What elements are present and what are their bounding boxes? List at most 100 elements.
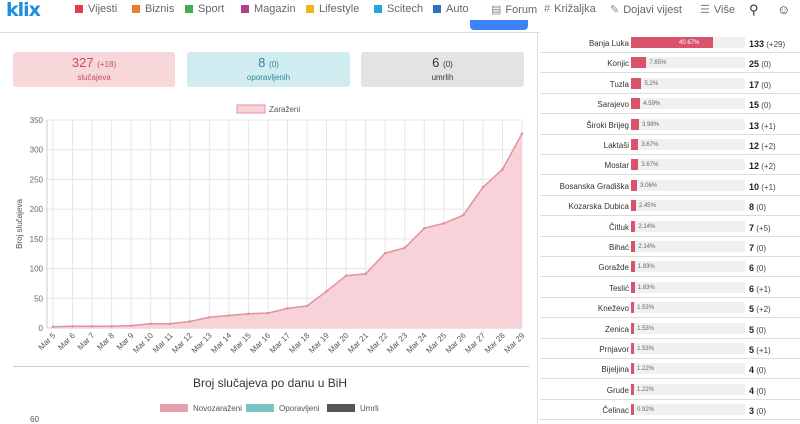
count-value: 6 [749, 283, 755, 294]
count-value: 25 [749, 59, 760, 70]
nav-color-marker [185, 5, 193, 13]
data-point [90, 324, 94, 328]
count-value: 17 [749, 79, 760, 90]
x-tick-label: Mar 17 [268, 331, 292, 355]
recovered-value: 8 [258, 55, 266, 70]
share-bar [631, 57, 647, 69]
case-count: 6 (0) [749, 263, 766, 273]
share-bar [631, 343, 635, 354]
legend-deaths[interactable]: Umrli [327, 403, 379, 413]
share-bar [631, 383, 634, 395]
nav-extra-2[interactable]: ✎ Dojavi vijest [610, 3, 682, 17]
count-delta: (0) [754, 366, 767, 376]
count-value: 133 [749, 39, 765, 49]
user-icon[interactable]: ☺ [777, 2, 791, 17]
share-bar [631, 200, 636, 212]
x-tick-label: Mar 21 [346, 331, 370, 355]
case-count: 3 (0) [749, 406, 766, 416]
nav-item-biznis[interactable]: Biznis [132, 3, 174, 15]
x-tick-label: Mar 8 [95, 331, 116, 352]
count-delta: (0) [754, 386, 767, 396]
x-tick-label: Mar 7 [76, 331, 97, 352]
nav-item-scitech[interactable]: Scitech [374, 3, 423, 15]
count-delta: (0) [759, 60, 772, 70]
count-value: 6 [749, 263, 755, 274]
data-point [501, 168, 504, 171]
share-percent: 4.59% [643, 101, 661, 108]
x-tick-label: Mar 26 [444, 331, 468, 355]
count-value: 8 [749, 202, 755, 213]
klix-logo[interactable]: klix [6, 0, 41, 21]
forum-icon: ▤ [491, 4, 502, 16]
legend-recovered[interactable]: Oporavljeni [246, 403, 319, 413]
share-percent: 1.53% [637, 346, 655, 352]
stat-cases: 327 (+18) slučajeva [13, 52, 175, 87]
share-percent: 7.65% [649, 60, 667, 67]
case-count: 15 (0) [749, 100, 771, 110]
case-count: 13 (+1) [749, 121, 776, 131]
nav-extra-3[interactable]: ☰ Više [700, 3, 735, 17]
nav-extra-0[interactable]: ▤ Forum [491, 3, 537, 17]
count-delta: (+2) [759, 142, 776, 151]
nav-item-auto[interactable]: Auto [433, 3, 469, 15]
count-delta: (0) [754, 203, 767, 213]
share-percent: 2.14% [638, 223, 656, 230]
nav-item-label: Lifestyle [319, 3, 360, 15]
legend-swatch [236, 104, 266, 114]
data-point [110, 324, 113, 328]
nav-item-magazin[interactable]: Magazin [241, 3, 296, 15]
legend-new-cases[interactable]: Novozaraženi [160, 403, 242, 413]
share-percent: 1.53% [637, 325, 655, 332]
y-tick-label: 300 [30, 146, 44, 155]
table-row: Bihać 2.14% 7 (0) [540, 237, 800, 257]
table-row: Sarajevo 4.59% 15 (0) [540, 94, 800, 115]
table-row: Bosanska Gradiška 3.06% 10 (+1) [540, 176, 800, 196]
nav-item-sport[interactable]: Sport [185, 3, 224, 15]
data-point [305, 304, 309, 308]
case-count: 6 (+1) [749, 284, 771, 294]
share-bar [631, 159, 639, 171]
y-axis-label: Broj slučajeva [15, 199, 24, 249]
city-name: Kozarska Dubica [568, 202, 629, 212]
legend-label: Umrli [360, 403, 379, 413]
share-bar [631, 302, 635, 314]
table-row: Goražde 1.83% 6 (0) [540, 257, 800, 278]
count-value: 4 [749, 385, 755, 396]
bar-track [631, 179, 745, 191]
table-row: Čitluk 2.14% 7 (+5) [540, 217, 800, 237]
nav-item-label: Auto [446, 3, 469, 15]
nav-item-lifestyle[interactable]: Lifestyle [306, 3, 359, 15]
share-percent: 1.83% [637, 284, 655, 291]
count-delta: (0) [759, 80, 772, 90]
share-bar [631, 363, 634, 375]
case-count: 5 (0) [749, 325, 766, 335]
nav-extra-1[interactable]: # Križaljka [544, 3, 596, 15]
count-value: 7 [749, 222, 755, 233]
data-point [442, 222, 446, 225]
x-tick-label: Mar 10 [131, 331, 155, 355]
table-row: Mostar 3.67% 12 (+2) [540, 155, 800, 176]
search-icon[interactable]: ⚲ [749, 2, 759, 17]
nav-item-vijesti[interactable]: Vijesti [75, 3, 117, 15]
data-point [208, 316, 211, 319]
bar-track [631, 322, 745, 334]
city-name: Bosanska Gradiška [559, 181, 629, 191]
column-divider [537, 33, 538, 423]
stat-recovered: 8 (0) oporavljenih [187, 52, 350, 87]
bar-track [631, 57, 745, 69]
x-tick-label: Mar 12 [170, 331, 194, 355]
city-name: Tuzla [609, 79, 629, 89]
bar-track [631, 343, 745, 354]
cases-value: 327 [71, 55, 94, 70]
city-name: Teslić [608, 283, 629, 293]
x-tick-label: Mar 16 [248, 331, 272, 355]
y-tick-label: 150 [30, 235, 44, 244]
share-percent: 40.67% [679, 40, 700, 46]
recovered-delta: (0) [269, 60, 279, 69]
bar-track [631, 261, 745, 273]
nav-extra-label: Križaljka [554, 3, 596, 15]
cases-area-fill [53, 133, 522, 328]
table-row: Čelinac 0.92% 3 (0) [540, 400, 800, 421]
share-button[interactable] [470, 20, 528, 30]
daily-chart-title: Broj slučajeva po danu u BiH [192, 376, 348, 390]
